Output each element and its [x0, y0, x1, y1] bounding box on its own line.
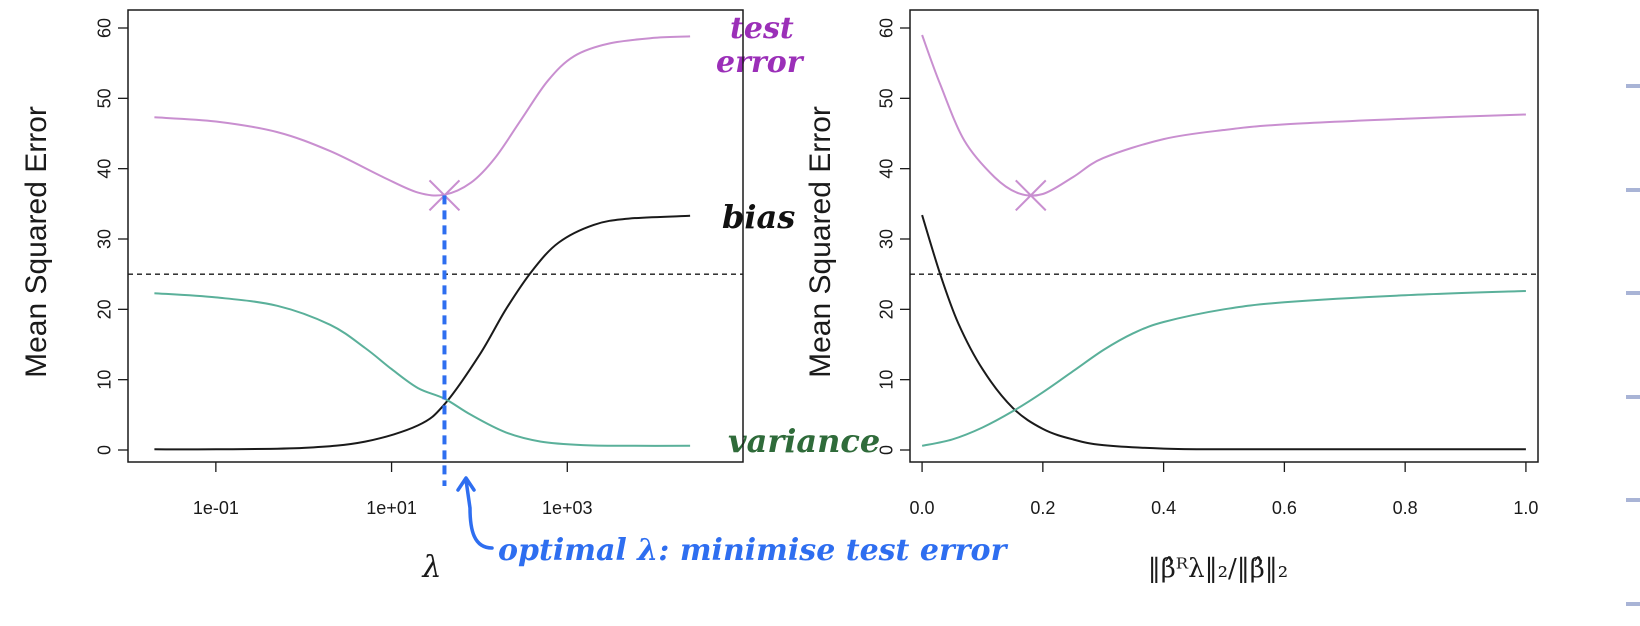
left-ytick-label: 50 [94, 88, 114, 108]
annotation-variance: variance [728, 422, 880, 460]
right-ytick-label: 40 [876, 159, 896, 179]
right-xtick-label: 0.2 [1030, 498, 1055, 518]
right-xtick-label: 0.6 [1272, 498, 1297, 518]
right-ytick-label: 0 [876, 445, 896, 455]
left-bias-line [154, 214, 691, 451]
left-test-error-line [154, 35, 691, 197]
right-xtick-label: 0.0 [910, 498, 935, 518]
right-bias-line [921, 214, 1526, 451]
right-ytick-label: 60 [876, 18, 896, 38]
left-ytick-label: 20 [94, 299, 114, 319]
left-ytick-label: 0 [94, 445, 114, 455]
annotation-optimal-lambda: optimal λ: minimise test error [498, 533, 1009, 568]
left-xtick-label: 1e-01 [193, 498, 239, 518]
right-panel: 0 10 20 30 40 50 60 0.0 0.2 0.4 0.6 0.8 1.0 [876, 9, 1539, 518]
left-panel: 0 10 20 30 40 50 60 1e-01 1e+01 1e+03 [94, 9, 744, 518]
left-ytick-label: 40 [94, 159, 114, 179]
right-minimum-marker [1015, 179, 1047, 212]
left-xlabel: λ [421, 550, 441, 585]
left-variance-line [154, 292, 691, 447]
annotation-arrow [456, 476, 494, 550]
annotation-test: test [730, 11, 794, 46]
right-ytick-label: 50 [876, 88, 896, 108]
right-ytick-label: 30 [876, 229, 896, 249]
right-ylabel: Mean Squared Error [804, 106, 837, 378]
margin-marks [1626, 84, 1640, 606]
left-ylabel: Mean Squared Error [20, 106, 53, 378]
annotation-bias: bias [722, 198, 795, 236]
left-minimum-marker [428, 179, 461, 212]
right-variance-line [921, 290, 1526, 447]
left-ytick-label: 10 [94, 370, 114, 390]
right-xlabel: ‖β̂ᴿλ‖₂/‖β̂‖₂ [1148, 554, 1288, 584]
left-ytick-label: 60 [94, 18, 114, 38]
left-xtick-label: 1e+03 [542, 498, 593, 518]
right-test-error-line [921, 34, 1526, 197]
right-plot-frame [909, 9, 1539, 463]
right-ytick-label: 10 [876, 370, 896, 390]
left-ytick-label: 30 [94, 229, 114, 249]
left-xtick-label: 1e+01 [366, 498, 417, 518]
right-xtick-label: 0.4 [1151, 498, 1176, 518]
left-plot-frame [127, 9, 744, 463]
annotation-error: error [716, 45, 805, 80]
right-xtick-label: 0.8 [1393, 498, 1418, 518]
right-xtick-label: 1.0 [1513, 498, 1538, 518]
right-ytick-label: 20 [876, 299, 896, 319]
